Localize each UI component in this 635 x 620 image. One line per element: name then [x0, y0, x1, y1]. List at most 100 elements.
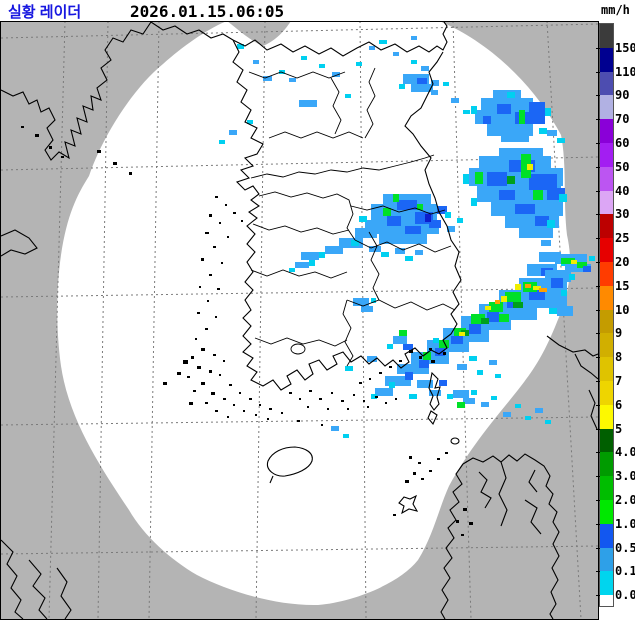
island-dot — [379, 372, 382, 374]
precipitation-echo — [561, 290, 567, 296]
legend-value-label: 7 — [615, 374, 623, 388]
coastline — [428, 371, 441, 411]
island-dot — [341, 400, 344, 402]
island-dot — [113, 162, 117, 165]
legend-color-segment — [600, 476, 613, 500]
precipitation-echo — [417, 380, 433, 388]
province-boundary — [250, 154, 435, 179]
precipitation-echo — [423, 352, 431, 360]
radar-map-canvas — [0, 21, 599, 620]
coastline — [528, 469, 538, 493]
island-dot — [269, 408, 272, 410]
island-dot — [443, 352, 446, 355]
precipitation-echo — [539, 252, 561, 262]
island-dot — [215, 410, 218, 412]
precipitation-echo — [569, 274, 575, 280]
coastline — [546, 335, 598, 357]
legend-value-label: 90 — [615, 88, 630, 103]
island-dot — [215, 196, 218, 198]
legend-color-segment — [600, 238, 613, 262]
coastline — [232, 39, 462, 391]
precipitation-echo — [399, 330, 407, 336]
province-boundary — [248, 71, 346, 79]
coastline — [440, 463, 464, 619]
precipitation-echo — [345, 94, 351, 98]
precipitation-echo — [417, 78, 427, 84]
island-dot — [289, 392, 292, 394]
island-dot — [363, 400, 365, 402]
precipitation-echo — [445, 212, 451, 218]
precipitation-echo — [379, 40, 387, 44]
precipitation-echo — [403, 74, 429, 84]
precipitation-echo — [301, 252, 319, 260]
coastline — [1, 539, 24, 619]
island-dot — [215, 316, 217, 318]
coastline — [574, 353, 598, 380]
island-dot — [211, 392, 215, 395]
precipitation-echo — [541, 240, 551, 246]
precipitation-echo — [367, 356, 377, 362]
precipitation-echo — [547, 220, 555, 228]
island-dot — [327, 408, 329, 410]
coastline — [28, 559, 48, 619]
precipitation-echo — [515, 284, 521, 290]
legend-color-segment — [600, 142, 613, 167]
island-dot — [199, 286, 201, 288]
precipitation-echo — [417, 204, 423, 210]
precipitation-echo — [299, 100, 317, 107]
precipitation-echo — [219, 140, 225, 144]
coastline — [56, 567, 72, 619]
precipitation-echo — [471, 314, 485, 324]
island-dot — [193, 390, 196, 392]
legend-tick — [596, 333, 600, 335]
island-dot — [469, 522, 473, 525]
island-dot — [255, 414, 257, 416]
coastline — [398, 494, 419, 515]
legend-value-label: 9 — [615, 326, 623, 341]
precipitation-echo — [469, 324, 481, 334]
precipitation-echo — [421, 66, 429, 71]
island-dot — [213, 246, 216, 248]
island-dot — [385, 402, 387, 404]
precipitation-echo — [309, 260, 315, 266]
precipitation-echo — [475, 172, 483, 184]
precipitation-echo — [489, 360, 497, 365]
precipitation-echo — [229, 130, 237, 135]
precipitation-echo — [411, 36, 417, 40]
island-dot — [217, 288, 220, 290]
precipitation-echo — [431, 90, 438, 95]
legend-color-segment — [600, 428, 613, 453]
precipitation-echo — [411, 84, 433, 92]
legend-tick — [596, 452, 600, 454]
island-dot — [431, 360, 435, 363]
legend-unit-label: mm/h — [601, 3, 630, 17]
island-dot — [219, 374, 221, 376]
precipitation-echo — [549, 308, 557, 314]
island-dot — [418, 462, 421, 464]
coastline — [524, 499, 542, 535]
legend-color-segment — [600, 261, 613, 286]
precipitation-echo — [331, 426, 339, 431]
rainfall-intensity-legend: 150 110 90 70 60 50 40 30 25 20 15 10 9 8 7 6 5 4.0 3.0 2.0… — [596, 23, 635, 607]
legend-value-label: 3.0 — [615, 469, 635, 484]
legend-value-label: 50 — [615, 159, 630, 174]
precipitation-echo — [409, 394, 417, 399]
precipitation-echo — [332, 72, 340, 77]
precipitation-echo — [533, 190, 543, 200]
island-dot — [97, 150, 101, 153]
legend-value-label: 0.0 — [615, 588, 635, 603]
precipitation-echo — [557, 306, 573, 316]
radar-coverage-area — [57, 22, 571, 606]
precipitation-echo — [519, 110, 525, 124]
precipitation-echo — [387, 216, 401, 226]
precipitation-echo — [387, 344, 393, 349]
precipitation-echo — [507, 176, 515, 184]
island-dot — [299, 398, 301, 400]
island-dot — [241, 220, 243, 222]
legend-color-segment — [600, 357, 613, 381]
island-dot — [201, 348, 205, 351]
island-dot — [163, 382, 167, 385]
precipitation-echo — [381, 252, 389, 257]
legend-color-segment — [600, 214, 613, 239]
precipitation-echo — [247, 120, 253, 124]
